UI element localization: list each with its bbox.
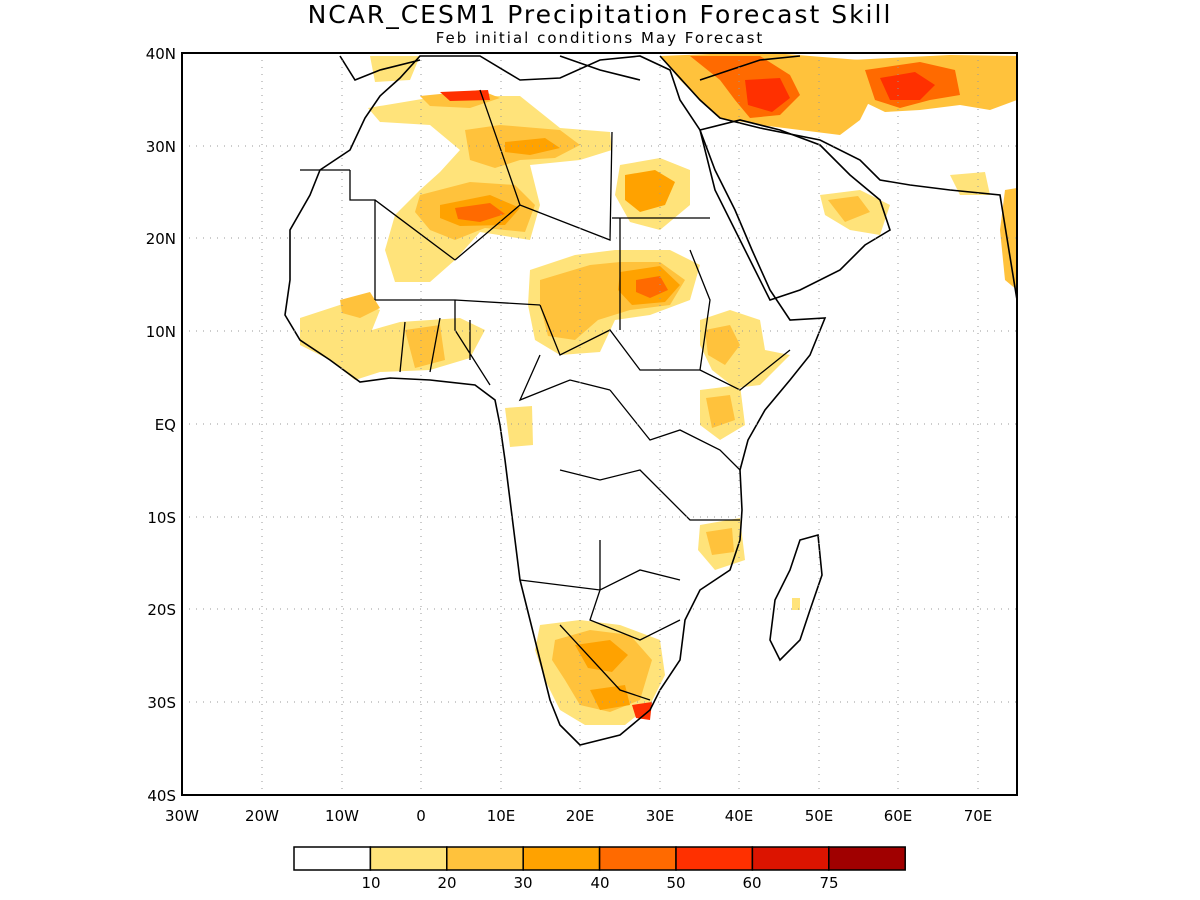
longitude-axis: 30W 20W 10W 0 10E 20E 30E 40E 50E 60E 70… xyxy=(165,807,992,825)
africa-coastline xyxy=(284,55,827,746)
map-subtitle: Feb initial conditions May Forecast xyxy=(435,29,765,47)
lon-label: 60E xyxy=(884,807,913,825)
lon-label: 40E xyxy=(725,807,754,825)
colorbar-label: 30 xyxy=(513,874,532,892)
lat-label: 40N xyxy=(146,45,176,63)
skill-region-algeria xyxy=(370,56,420,82)
skill-region-west-africa-mid xyxy=(340,292,445,368)
colorbar-label: 50 xyxy=(666,874,685,892)
lat-label: 30N xyxy=(146,138,176,156)
skill-region-india-lo xyxy=(950,172,990,195)
lon-label: 0 xyxy=(416,807,426,825)
lat-label: 10S xyxy=(147,509,176,527)
latitude-axis: 40N 30N 20N 10N EQ 10S 20S 30S 40S xyxy=(146,45,176,805)
mideast-coastline xyxy=(659,55,1017,301)
colorbar-swatch xyxy=(675,846,754,871)
colorbar-label: 10 xyxy=(361,874,380,892)
colorbar-label: 40 xyxy=(590,874,609,892)
lon-label: 20W xyxy=(245,807,279,825)
lat-label: 10N xyxy=(146,323,176,341)
skill-region-south-africa-core xyxy=(632,702,652,720)
skill-region-india xyxy=(1000,188,1017,290)
skill-region-south-africa-high xyxy=(575,640,630,710)
skill-region-iraq-core xyxy=(745,78,790,112)
skill-region-libya-high xyxy=(440,90,490,101)
colorbar-label: 75 xyxy=(819,874,838,892)
lon-label: 10E xyxy=(487,807,516,825)
skill-region-west-africa xyxy=(300,300,485,380)
lat-label: 20S xyxy=(147,601,176,619)
colorbar-swatch xyxy=(522,846,601,871)
lat-label: 30S xyxy=(147,694,176,712)
skill-region-sahara-core xyxy=(455,203,505,222)
plot-frame xyxy=(181,52,1018,796)
map-title: NCAR_CESM1 Precipitation Forecast Skill xyxy=(307,0,893,29)
madagascar-coastline xyxy=(769,533,823,662)
colorbar-label: 20 xyxy=(437,874,456,892)
lat-label: 20N xyxy=(146,230,176,248)
colorbar-label: 60 xyxy=(742,874,761,892)
lon-label: 50E xyxy=(805,807,834,825)
lon-label: 70E xyxy=(964,807,993,825)
lon-label: 30E xyxy=(646,807,675,825)
colorbar: 10 20 30 40 50 60 75 xyxy=(293,846,906,892)
skill-region-egypt-high xyxy=(625,170,675,212)
skill-region-sahel-core xyxy=(636,276,668,298)
skill-region-iran-core xyxy=(880,72,935,100)
skill-region-ethiopia-mid xyxy=(705,325,740,365)
lon-label: 30W xyxy=(165,807,199,825)
country-borders xyxy=(300,89,791,701)
skill-region-madagascar-spot xyxy=(792,598,800,610)
gridlines xyxy=(182,53,1017,795)
skill-region-east-africa-mid xyxy=(706,395,735,428)
skill-region-sahara-high xyxy=(440,138,560,226)
colorbar-swatch xyxy=(598,846,677,871)
colorbar-boxes xyxy=(293,846,906,871)
europe-coastline xyxy=(339,55,801,81)
lon-label: 20E xyxy=(566,807,595,825)
colorbar-swatch xyxy=(293,846,372,871)
colorbar-swatch xyxy=(751,846,830,871)
skill-region-arabia-mid xyxy=(828,196,870,222)
colorbar-swatch xyxy=(369,846,448,871)
colorbar-swatch xyxy=(446,846,524,871)
lon-label: 10W xyxy=(325,807,359,825)
lat-label: 40S xyxy=(147,787,176,805)
coastlines xyxy=(284,55,1017,746)
colorbar-swatch xyxy=(828,846,906,871)
lat-label: EQ xyxy=(155,416,176,434)
skill-region-gabon xyxy=(505,406,533,447)
skill-shading xyxy=(300,53,1017,725)
skill-region-mozambique-mid xyxy=(706,528,734,555)
